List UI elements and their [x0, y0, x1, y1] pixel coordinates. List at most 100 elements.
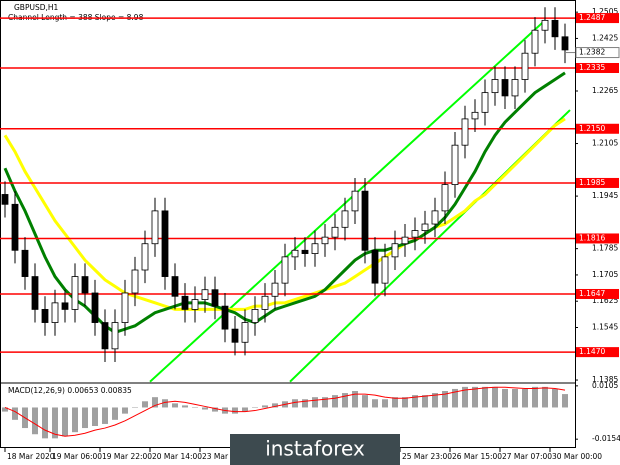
macd-bar	[62, 407, 68, 437]
macd-bar	[362, 395, 368, 408]
macd-bar	[552, 388, 558, 408]
candle-body	[71, 276, 79, 310]
candle-body	[261, 295, 269, 310]
candle-body	[21, 249, 29, 277]
level-label-box	[576, 288, 619, 299]
macd-bar	[182, 405, 188, 408]
candle-body	[311, 243, 319, 254]
macd-bar	[232, 407, 238, 414]
candle-body	[91, 292, 99, 323]
candle-body	[141, 243, 149, 271]
candle-body	[101, 322, 109, 350]
y-tick-label: 1.1945	[592, 191, 618, 200]
y-tick-label: 1.2105	[592, 139, 618, 148]
x-tick-label: 30 Mar 00:00	[552, 452, 602, 461]
candle-body	[191, 299, 199, 310]
candle-body	[41, 309, 49, 323]
level-label-box	[576, 123, 619, 134]
y-tick-label: 0.0105	[592, 381, 618, 390]
candle-body	[541, 19, 549, 31]
y-tick-label: 1.1545	[592, 322, 618, 331]
macd-bar	[502, 388, 508, 408]
candle-body	[171, 276, 179, 297]
macd-bar	[372, 399, 378, 408]
candle-body	[1, 194, 9, 205]
y-tick-label: 1.1705	[592, 270, 618, 279]
candle-body	[241, 322, 249, 343]
x-tick-label: 25 Mar 23:00	[402, 452, 452, 461]
level-label: 1.1470	[579, 347, 605, 356]
macd-bar	[512, 388, 518, 408]
level-label-box	[576, 347, 619, 358]
x-tick-label: 27 Mar 07:00	[502, 452, 552, 461]
watermark-box	[230, 434, 400, 465]
candle-body	[391, 243, 399, 258]
candle-body	[351, 190, 359, 212]
macd-bar	[422, 395, 428, 408]
macd-bar	[2, 407, 8, 412]
level-label-box	[576, 62, 619, 73]
candle-body	[441, 184, 449, 212]
y-tick-label: 1.1625	[592, 296, 618, 305]
macd-bar	[192, 407, 198, 408]
macd-bar	[212, 407, 218, 412]
candle-body	[11, 203, 19, 251]
candle-body	[161, 210, 169, 277]
macd-bar	[442, 391, 448, 408]
watermark: instaforex	[265, 437, 365, 461]
macd-title: MACD(12,26,9) 0.00653 0.00835	[8, 386, 132, 395]
candle-body	[521, 52, 529, 80]
candle-body	[361, 190, 369, 251]
level-label-box	[576, 233, 619, 244]
x-tick-label: 18 Mar 2020	[7, 452, 55, 461]
candle-body	[511, 79, 519, 97]
macd-bar	[402, 397, 408, 408]
macd-bar	[112, 407, 118, 420]
macd-bar	[82, 407, 88, 429]
candle-body	[321, 236, 329, 245]
macd-bar	[32, 407, 38, 435]
candle-body	[481, 92, 489, 113]
macd-bar	[252, 407, 258, 408]
macd-bar	[332, 395, 338, 408]
macd-bar	[92, 407, 98, 426]
candle-body	[31, 276, 39, 310]
y-tick-label: 1.2505	[592, 7, 618, 16]
x-tick-label: 26 Mar 15:00	[452, 452, 502, 461]
candle-body	[451, 144, 459, 186]
macd-bar	[242, 407, 248, 412]
candle-body	[231, 328, 239, 343]
candle-body	[341, 210, 349, 228]
candle-body	[371, 249, 379, 284]
candle-body	[421, 223, 429, 231]
candle-body	[201, 289, 209, 300]
macd-bar	[202, 407, 208, 410]
candle-body	[151, 210, 159, 245]
macd-bar	[72, 407, 78, 433]
level-label: 1.2487	[579, 13, 605, 22]
macd-bar	[382, 399, 388, 408]
candle-body	[471, 111, 479, 120]
channel-line	[149, 19, 546, 383]
macd-signal	[4, 386, 566, 437]
candle-body	[211, 289, 219, 307]
candle-body	[291, 249, 299, 258]
y-tick-label: 1.2425	[592, 33, 618, 42]
macd-bar	[152, 397, 158, 408]
macd-bar	[172, 403, 178, 408]
macd-bar	[392, 397, 398, 408]
candle-body	[271, 282, 279, 297]
macd-bar	[342, 393, 348, 408]
candle-body	[411, 230, 419, 238]
macd-bar	[542, 386, 548, 408]
current-price-box	[575, 47, 620, 59]
y-tick-label: -0.0154	[592, 434, 620, 443]
candle-body	[501, 79, 509, 97]
macd-bar	[132, 407, 138, 408]
candle-body	[251, 309, 259, 323]
macd-bar	[122, 407, 128, 414]
candle-body	[81, 276, 89, 294]
candle-body	[121, 292, 129, 323]
macd-bar	[432, 393, 438, 408]
